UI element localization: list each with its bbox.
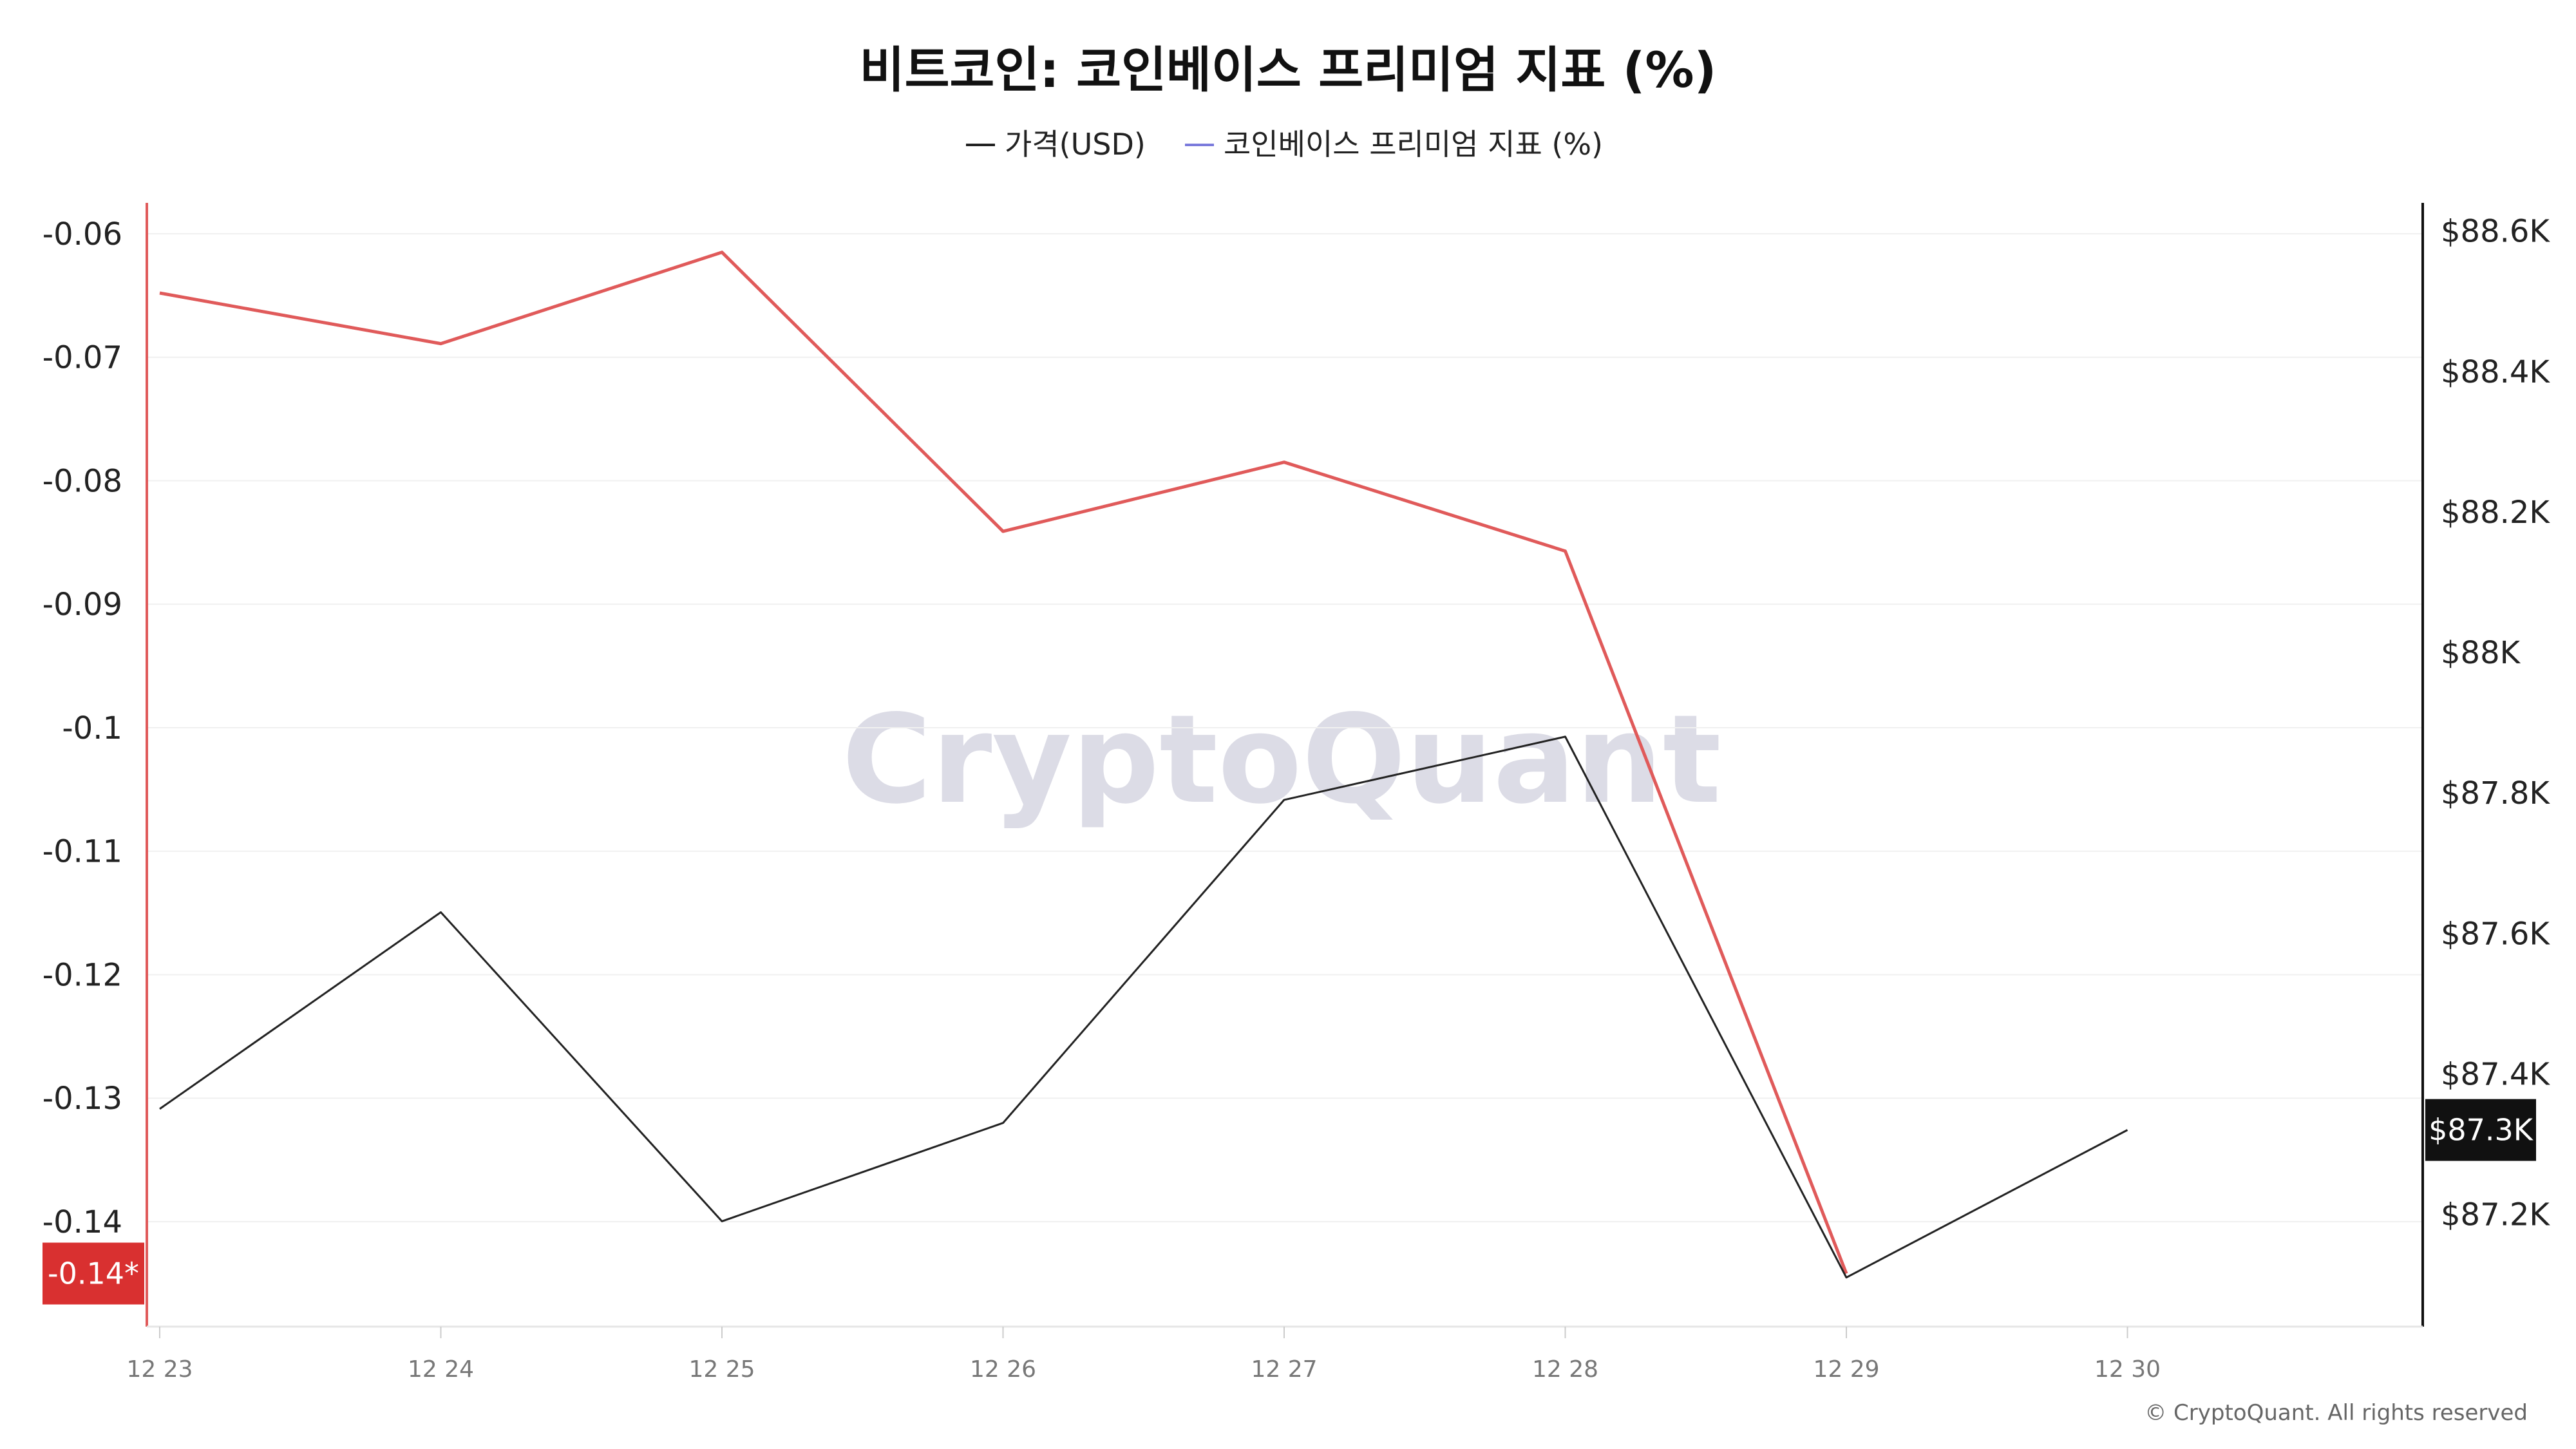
right-value-badge-text: $87.3K [2429, 1113, 2534, 1148]
x-tick-label: 12 28 [1532, 1356, 1598, 1383]
copyright-text: © CryptoQuant. All rights reserved [2145, 1400, 2528, 1426]
x-tick-label: 12 25 [688, 1356, 755, 1383]
right-tick-label: $87.4K [2441, 1056, 2550, 1092]
watermark: CryptoQuant [842, 688, 1721, 831]
left-tick-label: -0.07 [43, 340, 122, 376]
x-tick-label: 12 24 [408, 1356, 474, 1383]
left-tick-label: -0.13 [43, 1081, 122, 1117]
legend[interactable]: 가격(USD) 코인베이스 프리미엄 지표 (%) [966, 127, 1603, 162]
right-tick-label: $88K [2441, 635, 2521, 671]
right-tick-label: $87.2K [2441, 1197, 2550, 1233]
premium-series-line[interactable] [159, 251, 1848, 1274]
x-tick-label: 12 30 [2094, 1356, 2161, 1383]
left-tick-label: -0.09 [43, 587, 122, 623]
left-tick-label: -0.08 [43, 463, 122, 499]
left-tick-label: -0.1 [62, 710, 122, 746]
x-tick-label: 12 26 [970, 1356, 1036, 1383]
left-axis-ticks: -0.06 -0.07 -0.08 -0.09 -0.1 -0.11 -0.12 -0.13 -… [43, 216, 122, 1240]
grid-lines [147, 232, 2423, 1223]
x-tick-label: 12 27 [1251, 1356, 1317, 1383]
chart-title: 비트코인: 코인베이스 프리미엄 지표 (%) [860, 41, 1717, 99]
left-value-badge [43, 1242, 144, 1305]
left-tick-label: -0.06 [43, 216, 122, 252]
left-tick-label: -0.11 [43, 834, 122, 870]
right-tick-label: $88.2K [2441, 495, 2550, 531]
left-value-badge-text: -0.14* [48, 1256, 139, 1291]
series-lines[interactable] [159, 251, 2128, 1279]
left-tick-label: -0.12 [43, 957, 122, 993]
right-axis-ticks: $88.6K $88.4K $88.2K $88K $87.8K $87.6K $87.4K… [2441, 214, 2550, 1233]
x-tick-label: 12 23 [126, 1356, 193, 1383]
legend-premium-label[interactable]: 코인베이스 프리미엄 지표 (%) [1224, 127, 1603, 162]
x-axis-ticks: 12 23 12 24 12 25 12 26 12 27 12 28 12 29 12 30 [126, 1327, 2161, 1383]
right-value-badge [2425, 1099, 2536, 1161]
price-series-line[interactable] [159, 735, 2128, 1279]
x-tick-label: 12 29 [1813, 1356, 1879, 1383]
right-tick-label: $88.4K [2441, 354, 2550, 390]
right-tick-label: $87.8K [2441, 775, 2550, 811]
left-tick-label: -0.14 [43, 1204, 122, 1240]
right-tick-label: $87.6K [2441, 916, 2550, 952]
value-badges: -0.14* $87.3K [43, 1099, 2536, 1305]
right-tick-label: $88.6K [2441, 214, 2550, 250]
legend-price-label[interactable]: 가격(USD) [1005, 127, 1146, 162]
